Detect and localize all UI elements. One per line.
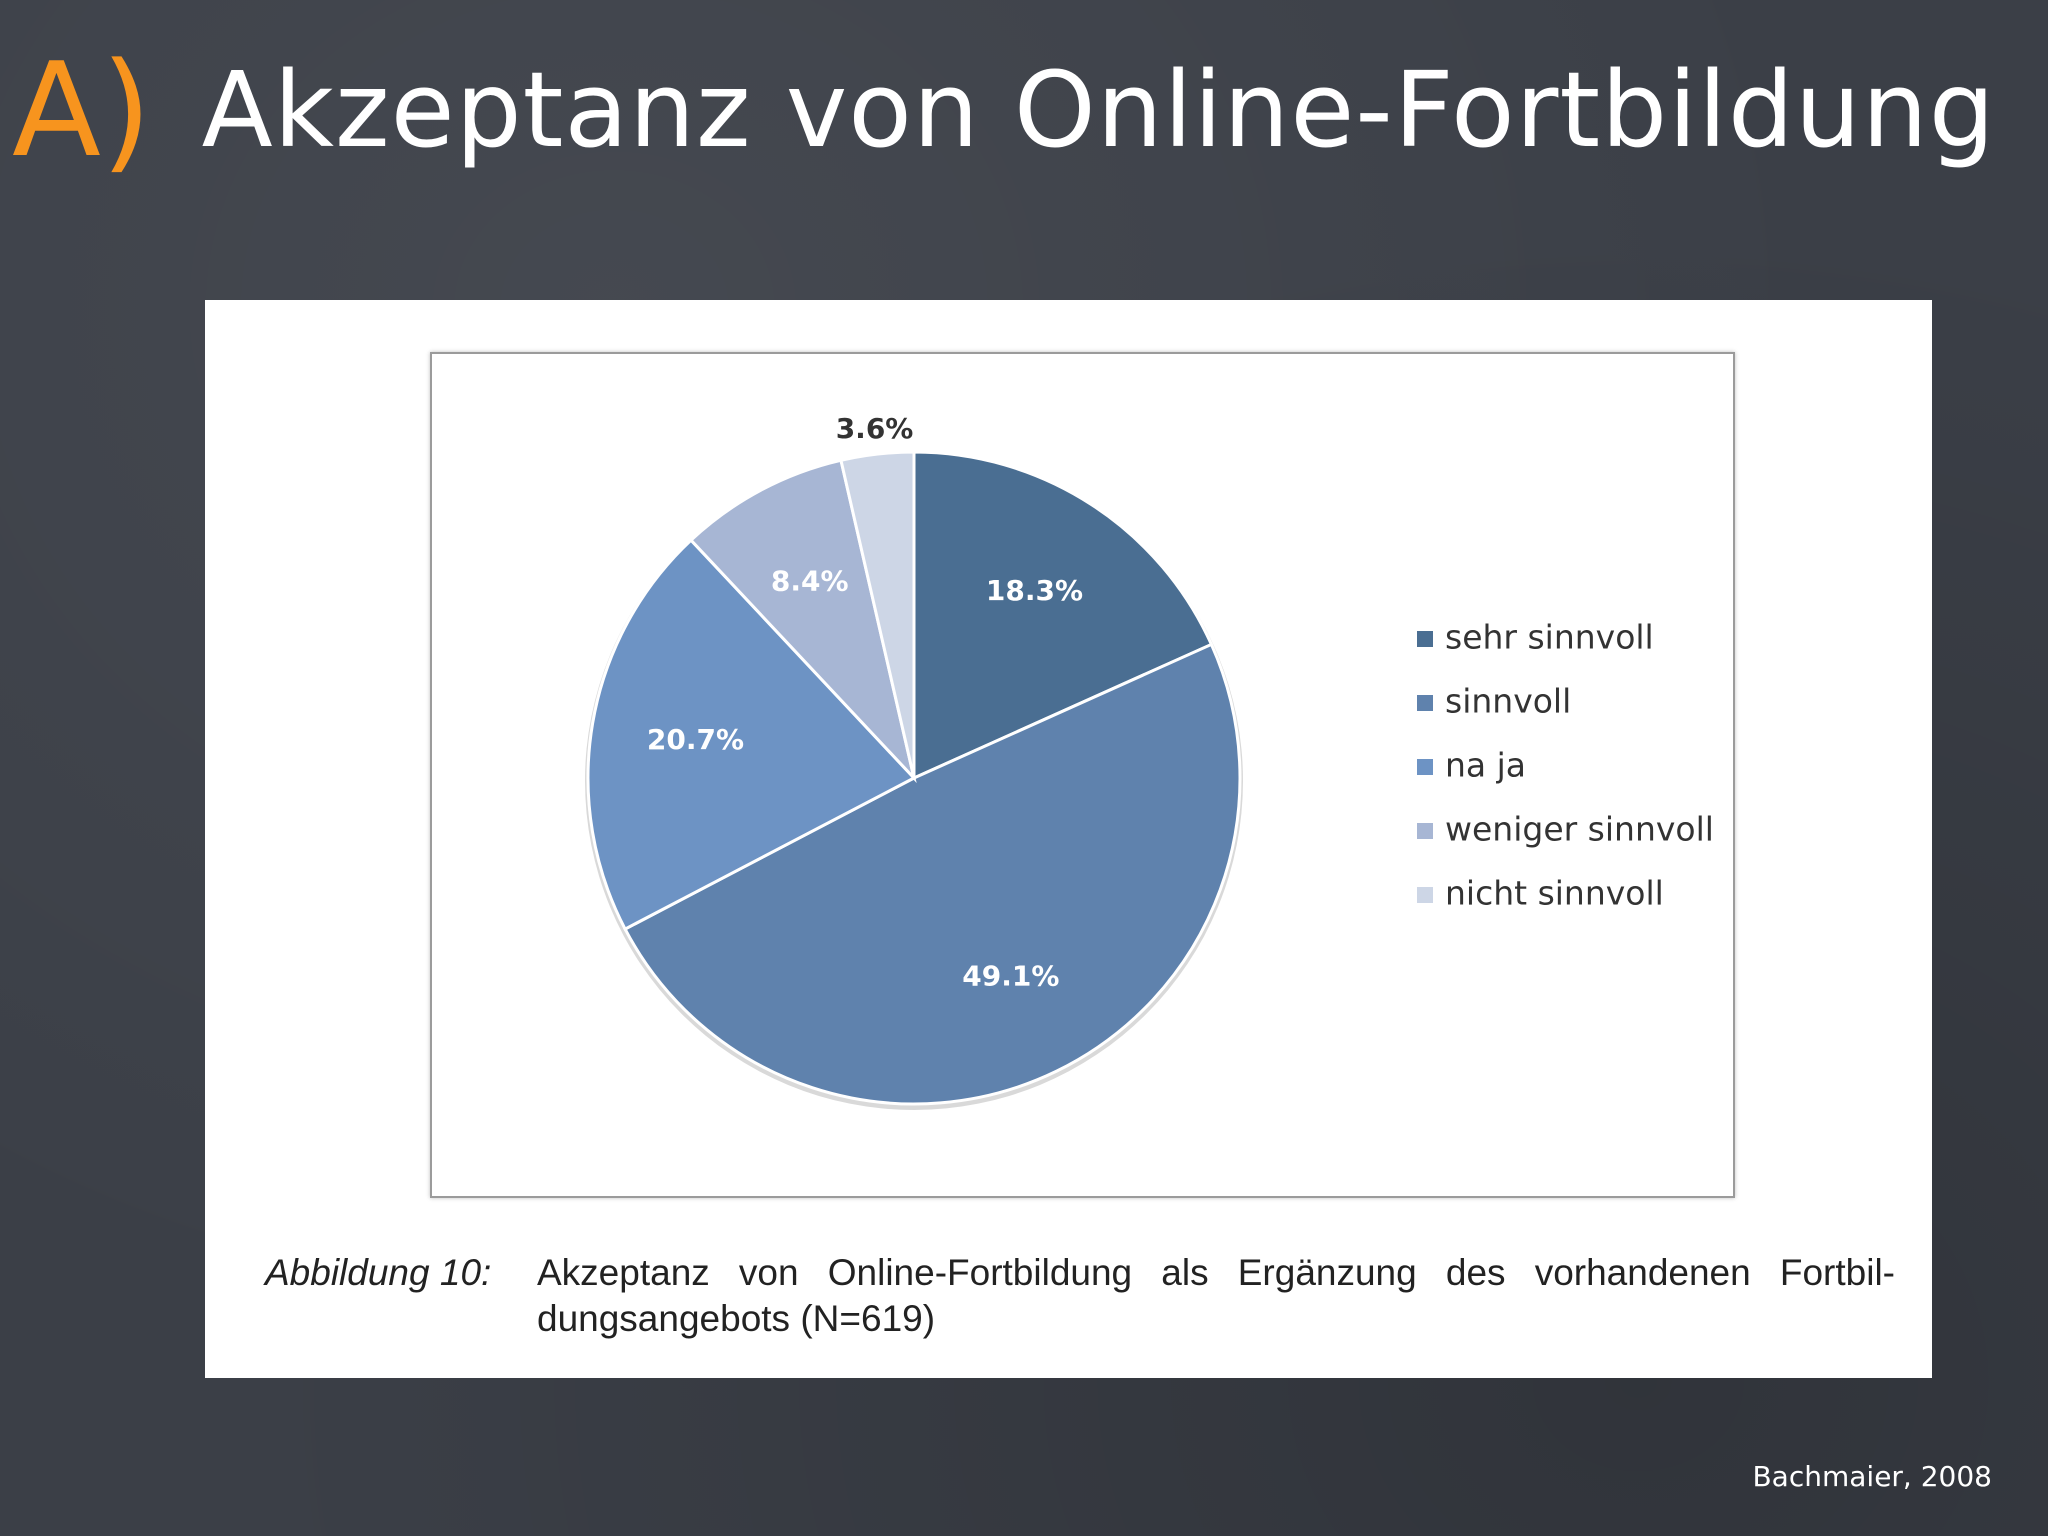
- legend-swatch: [1417, 823, 1433, 839]
- legend-label: weniger sinnvoll: [1445, 810, 1714, 849]
- pie-slice-nicht-sinnvoll: [839, 450, 916, 779]
- slice-label: 8.4%: [771, 564, 849, 597]
- chart-frame: 18.3% 49.1% 20.7% 8.4% 3.6% sehr sinnvoll sinn…: [430, 352, 1735, 1198]
- figure-card: 18.3% 49.1% 20.7% 8.4% 3.6% sehr sinnvoll sinn…: [205, 300, 1932, 1378]
- legend-label: sinnvoll: [1445, 682, 1571, 721]
- page-title: Akzeptanz von Online-Fortbildung: [201, 49, 1996, 171]
- pie-slice-sinnvoll: [623, 642, 1242, 1106]
- pie-chart: 18.3% 49.1% 20.7% 8.4% 3.6% sehr sinnvoll sinn…: [585, 412, 1714, 1110]
- slice-label: 18.3%: [986, 574, 1083, 607]
- citation: Bachmaier, 2008: [1752, 1460, 1992, 1493]
- slice-label: 3.6%: [836, 412, 914, 445]
- legend-swatch: [1417, 631, 1433, 647]
- figure-caption: Abbildung 10: Akzeptanz von Online-Fortb…: [265, 1250, 1895, 1342]
- legend-label: na ja: [1445, 746, 1526, 785]
- legend-swatch: [1417, 759, 1433, 775]
- legend-swatch: [1417, 695, 1433, 711]
- legend-label: sehr sinnvoll: [1445, 618, 1654, 657]
- title-prefix: A): [12, 34, 152, 186]
- slice-label: 20.7%: [647, 723, 744, 756]
- pie-slice-sehr-sinnvoll: [912, 450, 1214, 781]
- legend-label: nicht sinnvoll: [1445, 874, 1664, 913]
- slice-label: 49.1%: [962, 959, 1059, 992]
- slide-title: A) Akzeptanz von Online-Fortbildung: [12, 20, 1996, 200]
- pie-slice-na-ja: [586, 538, 917, 932]
- legend-swatch: [1417, 887, 1433, 903]
- caption-label: Abbildung 10:: [265, 1252, 492, 1293]
- caption-text: Akzeptanz von Online-Fortbildung als Erg…: [537, 1252, 1895, 1339]
